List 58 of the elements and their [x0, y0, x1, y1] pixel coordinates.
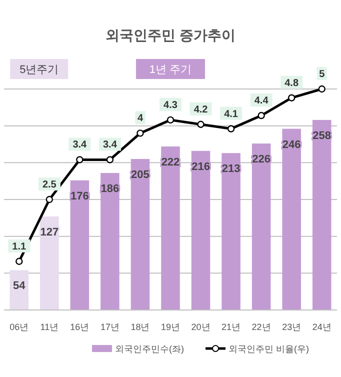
x-tick-label: 18년 [130, 322, 150, 332]
data-label: 3.4 [103, 140, 118, 151]
data-label: 54 [13, 280, 26, 292]
data-label: 5 [319, 69, 326, 80]
point [76, 156, 84, 164]
data-label: 176 [70, 190, 89, 202]
text: 5년주기 [20, 64, 59, 76]
bar [252, 144, 271, 310]
data-label: 222 [161, 156, 180, 168]
x-tick-label: 19년 [160, 322, 180, 332]
point [46, 196, 54, 204]
x-tick-label: 16년 [70, 322, 90, 332]
data-label: 2.5 [42, 180, 57, 190]
bar [161, 146, 180, 310]
data-label: 4 [137, 113, 144, 124]
bar [100, 172, 120, 310]
data-label: 4.1 [224, 108, 238, 120]
legend-label: 외국인주민 비율(우) [228, 344, 309, 354]
point [288, 94, 296, 102]
bar [312, 120, 332, 310]
point [106, 156, 114, 164]
data-label: 216 [192, 160, 210, 173]
text: 1년 주기 [149, 64, 192, 76]
data-label: 4.8 [284, 78, 299, 89]
data-label: 3.4 [72, 140, 88, 151]
x-tick-label: 11년 [40, 322, 59, 332]
data-label: 205 [131, 168, 150, 181]
x-tick-label: 17년 [100, 322, 120, 332]
data-label: 4.4 [254, 96, 269, 107]
bar [222, 153, 240, 310]
bar [130, 158, 150, 310]
point [16, 258, 23, 265]
point [258, 112, 265, 120]
data-label: 258 [312, 130, 332, 142]
data-label: 226 [252, 154, 270, 166]
data-label: 127 [40, 226, 59, 238]
bar [282, 128, 301, 310]
x-tick-label: 20년 [191, 322, 210, 332]
point [318, 85, 326, 93]
data-label: 246 [282, 138, 301, 151]
data-label: 1.1 [12, 241, 27, 252]
x-tick-label: 21년 [222, 322, 241, 332]
chart-title: 외국인주민 증가추이 [106, 27, 236, 43]
point [227, 125, 235, 132]
point [197, 120, 204, 128]
bar [191, 150, 210, 310]
data-label: 4.2 [194, 104, 208, 116]
data-label: 4.3 [164, 100, 178, 111]
x-tick-label: 23년 [282, 322, 302, 332]
x-tick-label: 06년 [10, 322, 29, 332]
point [136, 130, 144, 137]
x-tick-label: 24년 [312, 322, 332, 332]
data-label: 213 [222, 163, 240, 176]
data-label: 186 [100, 182, 120, 195]
x-tick-label: 22년 [252, 322, 271, 332]
point [166, 116, 174, 124]
bar [70, 180, 90, 310]
legend-label: 외국인주민수(좌) [115, 344, 184, 354]
